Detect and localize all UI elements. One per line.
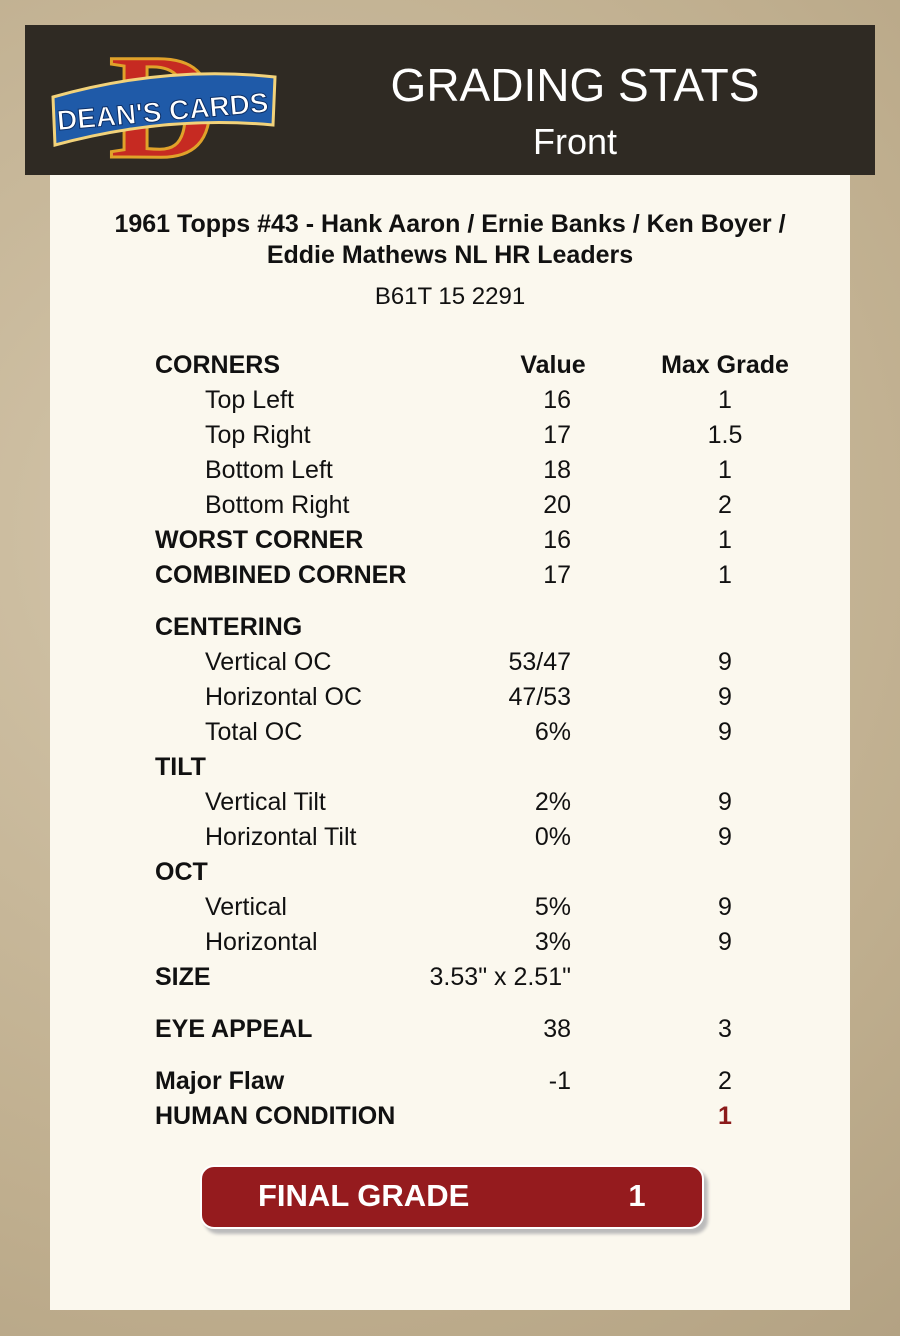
row-max: 1 [718, 561, 732, 589]
row-value: 17 [543, 421, 571, 449]
row-label: Horizontal [205, 928, 318, 956]
section-label: OCT [155, 858, 208, 886]
header-title: GRADING STATS [390, 59, 760, 111]
column-header: Max Grade [661, 351, 789, 379]
final-grade: FINAL GRADE 1 [200, 1165, 704, 1229]
header-subtitle: Front [532, 121, 618, 162]
section-label: CENTERING [155, 613, 303, 641]
row-value: 16 [543, 386, 571, 414]
row-value: 5% [534, 893, 571, 921]
row-value: 53/47 [508, 648, 571, 676]
row-max: 9 [718, 928, 732, 956]
row-max: 1 [718, 1102, 732, 1130]
row-label: Total OC [205, 718, 303, 746]
header-bar: D DEAN'S CARDS GRADING STATS Front [25, 25, 875, 175]
section-label: EYE APPEAL [155, 1015, 313, 1043]
section-label: SIZE [155, 963, 211, 991]
row-value: 20 [543, 491, 571, 519]
row-value: 3.53" x 2.51" [429, 963, 571, 991]
row-max: 9 [718, 683, 732, 711]
row-label: Top Right [205, 421, 311, 449]
section-label: COMBINED CORNER [155, 561, 407, 589]
row-max: 9 [718, 893, 732, 921]
row-max: 1 [718, 456, 732, 484]
row-max: 9 [718, 788, 732, 816]
section-label: Major Flaw [155, 1067, 285, 1095]
logo: D DEAN'S CARDS [51, 25, 277, 175]
row-max: 2 [718, 1067, 732, 1095]
row-max: 3 [718, 1015, 732, 1043]
card-title: 1961 Topps #43 - Hank Aaron / Ernie Bank… [114, 210, 786, 269]
card-id: B61T 15 2291 [374, 283, 526, 310]
final-value: 1 [628, 1178, 646, 1213]
row-max: 1.5 [707, 421, 743, 449]
row-value: 38 [543, 1015, 571, 1043]
row-max: 2 [718, 491, 732, 519]
row-label: Bottom Left [205, 456, 333, 484]
section-label: TILT [155, 753, 206, 781]
row-max: 1 [718, 526, 732, 554]
row-label: Vertical OC [205, 648, 332, 676]
row-label: Vertical Tilt [205, 788, 326, 816]
row-value: 2% [534, 788, 571, 816]
section-label: CORNERS [155, 351, 281, 379]
row-value: 16 [543, 526, 571, 554]
row-label: Horizontal Tilt [205, 823, 357, 851]
row-value: 47/53 [508, 683, 571, 711]
row-value: 6% [534, 718, 571, 746]
panel [50, 175, 850, 1310]
row-max: 9 [718, 823, 732, 851]
section-label: HUMAN CONDITION [155, 1102, 396, 1130]
logo-banner [51, 72, 277, 147]
final-label: FINAL GRADE [258, 1178, 470, 1213]
row-max: 1 [718, 386, 732, 414]
row-value: -1 [548, 1067, 571, 1095]
row-label: Horizontal OC [205, 683, 362, 711]
row-label: Bottom Right [205, 491, 350, 519]
row-value: 17 [543, 561, 571, 589]
row-label: Top Left [205, 386, 294, 414]
row-max: 9 [718, 648, 732, 676]
row-value: 0% [534, 823, 571, 851]
section-label: WORST CORNER [155, 526, 364, 554]
row-max: 9 [718, 718, 732, 746]
column-header: Value [520, 351, 586, 379]
row-label: Vertical [205, 893, 287, 921]
row-value: 18 [543, 456, 571, 484]
row-value: 3% [534, 928, 571, 956]
